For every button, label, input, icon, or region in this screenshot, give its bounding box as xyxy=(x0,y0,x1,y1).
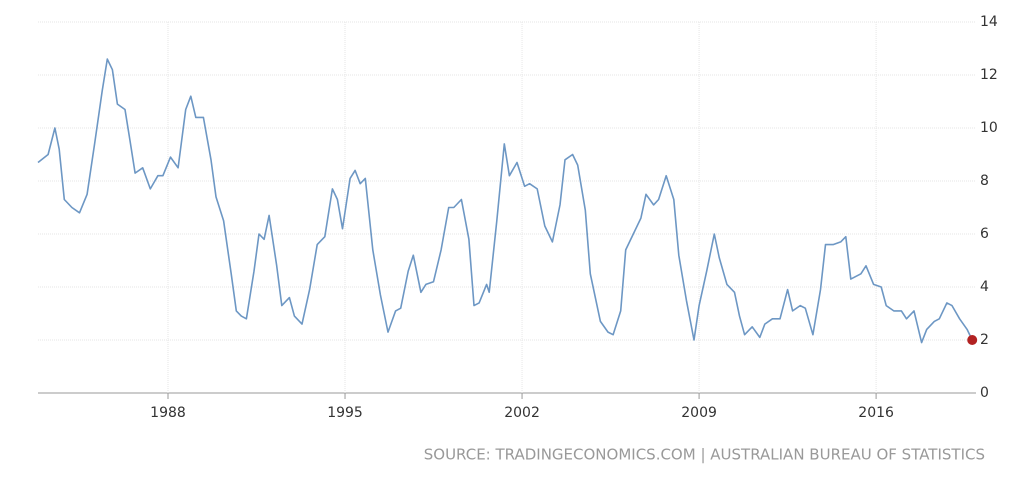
x-tick-label: 1988 xyxy=(150,405,186,421)
y-tick-label: 8 xyxy=(980,173,989,189)
y-tick-label: 10 xyxy=(980,120,998,136)
line xyxy=(37,58,973,344)
x-tick-label: 2016 xyxy=(858,405,894,421)
y-tick-label: 0 xyxy=(980,385,989,401)
source: SOURCE: TRADINGECONOMICS.COM | AUSTRALIA… xyxy=(424,446,985,464)
last-point xyxy=(967,335,978,345)
y-tick-label: 12 xyxy=(980,67,998,83)
y-tick-label: 6 xyxy=(980,226,989,242)
x-tick-label: 2002 xyxy=(504,405,540,421)
x-tick-label: 1995 xyxy=(327,405,363,421)
x-tick-label: 2009 xyxy=(681,405,717,421)
y-tick-label: 4 xyxy=(980,279,989,295)
y-tick-label: 14 xyxy=(980,14,998,30)
y-tick-label: 2 xyxy=(980,332,989,348)
